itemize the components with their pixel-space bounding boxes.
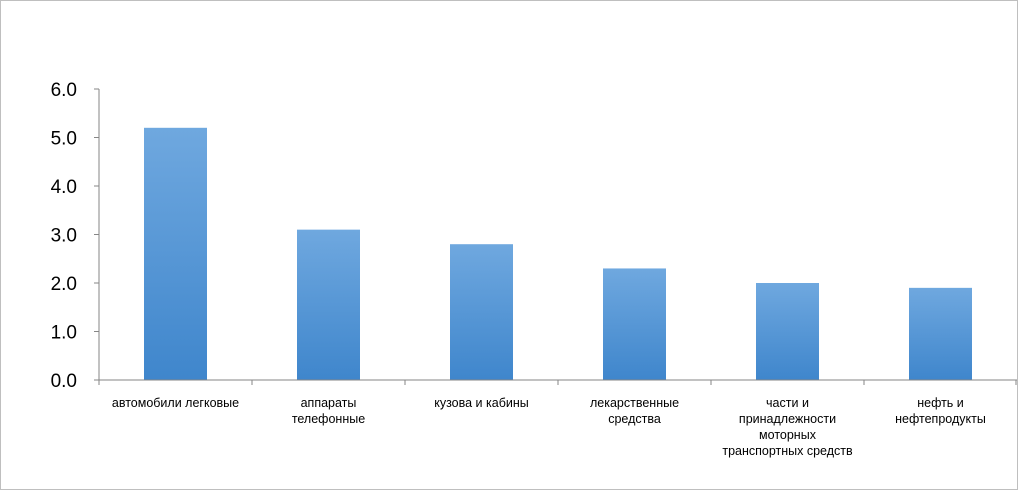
x-tick-label-line: нефть и [917,396,964,410]
x-tick-label-line: телефонные [291,412,366,426]
x-tick-label-line: аппараты [300,396,357,410]
x-tick-label-line: лекарственные [589,396,680,410]
x-tick-label: автомобили легковые [101,395,251,411]
x-tick-label: лекарственные средства [560,395,710,427]
bar [297,229,360,380]
y-tick-label: 0.0 [51,371,77,392]
x-tick-label-line: кузова и кабины [434,396,529,410]
x-tick-label-line: принадлежности [738,412,837,426]
bar [603,268,666,380]
x-tick-label: части и принадлежности моторных транспортны… [713,395,863,459]
x-tick-label-line: части и [766,396,809,410]
x-tick-label-line: средства [608,412,661,426]
bar [756,283,819,380]
x-tick-label-line: транспортных средств [722,444,853,458]
x-tick-label: кузова и кабины [407,395,557,411]
x-tick-label: нефть и нефтепродукты [866,395,1016,427]
y-tick-label: 3.0 [51,226,77,247]
x-tick-label-line: нефтепродукты [895,412,986,426]
x-tick-label-line: автомобили легковые [111,396,240,410]
y-tick-label: 1.0 [51,323,77,344]
bar [909,287,972,380]
x-tick-label-line: моторных [759,428,816,442]
y-tick-label: 6.0 [51,80,77,101]
y-tick-label: 4.0 [51,177,77,198]
bar [450,244,513,380]
y-tick-label: 2.0 [51,274,77,295]
y-tick-label: 5.0 [51,129,77,150]
bar [144,127,207,380]
x-tick-label: аппараты телефонные [254,395,404,427]
